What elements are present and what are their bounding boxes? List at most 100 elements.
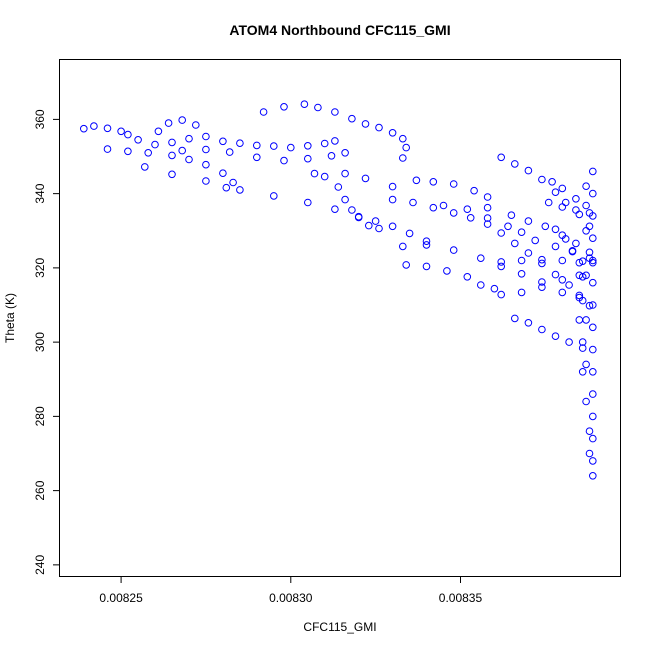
- data-point: [222, 183, 231, 192]
- data-point: [314, 103, 322, 112]
- data-point: [565, 281, 573, 289]
- data-point: [524, 319, 533, 327]
- data-point: [578, 338, 587, 346]
- data-point: [524, 217, 533, 225]
- data-point: [80, 124, 88, 133]
- data-point: [280, 156, 288, 165]
- data-point: [219, 137, 227, 146]
- data-point: [497, 153, 506, 162]
- data-point: [259, 108, 268, 116]
- data-point: [192, 121, 200, 129]
- data-point: [168, 170, 176, 179]
- y-tick-label: 340: [33, 183, 47, 203]
- data-point: [202, 177, 210, 185]
- data-point: [561, 198, 570, 207]
- data-point: [582, 227, 590, 235]
- data-point: [361, 120, 370, 128]
- data-point: [409, 198, 417, 207]
- data-point: [154, 127, 163, 136]
- data-point: [90, 122, 98, 130]
- data-point: [280, 103, 288, 111]
- data-point: [219, 169, 227, 177]
- data-point: [511, 160, 519, 168]
- data-point: [375, 224, 383, 233]
- data-point: [589, 301, 597, 309]
- data-point: [483, 214, 492, 222]
- data-point: [544, 198, 553, 207]
- data-point: [572, 239, 580, 248]
- data-point: [348, 114, 356, 123]
- data-point: [504, 222, 512, 231]
- data-point: [151, 140, 159, 149]
- data-point: [575, 258, 584, 267]
- data-point: [575, 293, 584, 302]
- plot-frame: [59, 59, 621, 577]
- data-point: [507, 211, 516, 219]
- data-point: [483, 220, 492, 228]
- data-point: [399, 154, 407, 162]
- x-tick-label: 0.00835: [439, 591, 483, 605]
- data-point: [252, 153, 261, 162]
- data-point: [399, 242, 407, 251]
- data-point: [511, 239, 519, 248]
- y-tick-label: 360: [33, 109, 47, 129]
- data-point: [341, 169, 349, 178]
- data-point: [589, 189, 597, 198]
- data-point: [388, 222, 397, 231]
- data-point: [103, 124, 112, 133]
- data-point: [375, 123, 383, 132]
- data-point: [443, 267, 451, 275]
- data-point: [331, 108, 339, 116]
- data-point: [168, 151, 176, 160]
- data-point: [575, 210, 584, 219]
- data-point: [202, 145, 210, 154]
- data-point: [589, 212, 597, 220]
- data-point: [582, 316, 590, 324]
- data-point: [117, 127, 125, 136]
- data-point: [558, 184, 567, 193]
- data-point: [551, 225, 560, 234]
- data-point: [304, 142, 312, 150]
- data-point: [538, 283, 546, 292]
- data-point: [422, 237, 431, 245]
- data-point: [589, 258, 597, 267]
- data-point: [538, 278, 546, 286]
- data-point: [449, 180, 458, 188]
- data-point: [463, 273, 472, 281]
- data-point: [168, 138, 176, 147]
- data-point: [585, 449, 594, 458]
- data-point: [429, 203, 438, 212]
- data-point: [185, 134, 193, 143]
- data-point: [331, 137, 339, 145]
- data-point: [388, 182, 397, 191]
- y-axis: 240 260 280 300 320 340 360: [33, 109, 60, 575]
- data-point: [202, 132, 210, 141]
- data-point: [578, 257, 587, 266]
- data-point: [388, 195, 397, 204]
- data-point: [575, 291, 584, 300]
- data-point: [202, 160, 210, 169]
- data-point: [402, 261, 411, 269]
- data-point: [572, 206, 580, 214]
- data-point: [589, 390, 597, 398]
- data-point: [558, 276, 567, 284]
- data-point: [399, 134, 407, 143]
- data-point: [585, 248, 594, 257]
- data-point: [551, 188, 560, 196]
- data-point: [561, 235, 570, 243]
- data-point: [103, 145, 112, 153]
- data-point: [300, 100, 309, 108]
- data-point: [371, 217, 380, 225]
- data-point: [589, 457, 597, 465]
- data-point: [320, 172, 329, 181]
- data-point: [497, 229, 506, 237]
- data-point: [589, 434, 597, 443]
- data-point: [354, 212, 363, 221]
- data-point: [304, 154, 312, 163]
- x-tick-label: 0.00830: [269, 591, 313, 605]
- data-point: [578, 368, 587, 376]
- data-point: [141, 163, 149, 171]
- data-point: [144, 149, 152, 157]
- scatter-series: [80, 100, 597, 480]
- data-point: [548, 178, 556, 186]
